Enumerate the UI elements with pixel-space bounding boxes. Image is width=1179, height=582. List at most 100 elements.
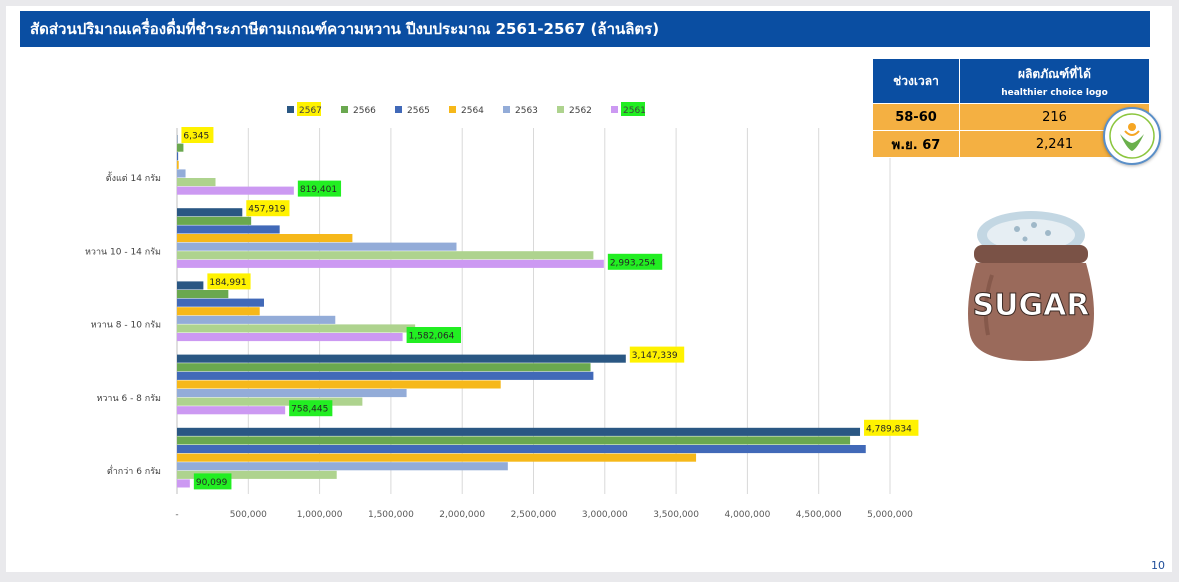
legend-swatch bbox=[287, 106, 294, 113]
legend-swatch bbox=[611, 106, 618, 113]
data-label: 2,993,254 bbox=[610, 258, 656, 268]
header-products-title: ผลิตภัณฑ์ที่ได้ bbox=[1018, 66, 1091, 81]
legend-label: 2563 bbox=[515, 106, 538, 116]
category-label: ต่ำกว่า 6 กรัม bbox=[107, 464, 161, 477]
bar bbox=[177, 186, 294, 195]
sugar-sack-icon: SUGAR bbox=[968, 211, 1094, 361]
bar bbox=[177, 389, 407, 398]
bar bbox=[177, 427, 861, 436]
data-label-highlight bbox=[207, 273, 251, 290]
x-tick-label: 2,000,000 bbox=[439, 510, 485, 520]
data-label-highlight bbox=[607, 253, 663, 270]
legend-swatch bbox=[557, 106, 564, 113]
data-label-highlight bbox=[406, 327, 462, 343]
bar bbox=[177, 225, 280, 234]
bar bbox=[177, 324, 416, 333]
sugar-sack-illustration: SUGAR bbox=[962, 205, 1100, 365]
legend-highlight bbox=[621, 102, 645, 116]
bar bbox=[177, 259, 604, 268]
legend-label: 2567 bbox=[299, 106, 322, 116]
data-label-highlight bbox=[864, 419, 919, 436]
bar bbox=[177, 397, 363, 406]
healthier-choice-logo bbox=[1103, 107, 1161, 165]
data-label-highlight bbox=[181, 127, 214, 143]
legend-label: 2562 bbox=[569, 106, 592, 116]
x-tick-label: 3,000,000 bbox=[582, 510, 628, 520]
category-label: หวาน 6 - 8 กรัม bbox=[96, 394, 161, 404]
x-tick-label: 1,500,000 bbox=[368, 510, 414, 520]
legend-label: 2565 bbox=[407, 106, 430, 116]
x-tick-label: 4,000,000 bbox=[724, 510, 770, 520]
bar bbox=[177, 208, 243, 217]
data-label: 184,991 bbox=[209, 278, 246, 288]
bar bbox=[177, 234, 353, 243]
bar bbox=[177, 160, 179, 169]
bar bbox=[177, 152, 179, 161]
page-title: สัดส่วนปริมาณเครื่องดื่มที่ชำระภาษีตามเก… bbox=[20, 11, 1150, 47]
bar bbox=[177, 479, 190, 488]
data-label: 457,919 bbox=[248, 205, 285, 215]
bar bbox=[177, 333, 403, 342]
x-tick-label: 2,500,000 bbox=[511, 510, 557, 520]
legend-label: 2566 bbox=[353, 106, 376, 116]
legend-label: 2561 bbox=[623, 106, 646, 116]
bar bbox=[177, 354, 626, 363]
data-label-highlight bbox=[193, 473, 232, 490]
data-label-highlight bbox=[297, 180, 342, 197]
legend-swatch bbox=[503, 106, 510, 113]
category-label: ตั้งแต่ 14 กรัม bbox=[106, 171, 161, 184]
sugar-label: SUGAR bbox=[973, 288, 1090, 323]
bar bbox=[177, 371, 594, 380]
data-label-highlight bbox=[289, 400, 333, 417]
header-period: ช่วงเวลา bbox=[872, 58, 960, 104]
data-label: 6,345 bbox=[183, 132, 209, 142]
x-tick-label: 3,500,000 bbox=[653, 510, 699, 520]
page-number: 10 bbox=[1151, 559, 1165, 572]
bar bbox=[177, 307, 260, 316]
bar bbox=[177, 216, 252, 225]
bar bbox=[177, 169, 186, 178]
x-tick-label: 500,000 bbox=[230, 510, 267, 520]
x-tick-label: 5,000,000 bbox=[867, 510, 913, 520]
legend-label: 2564 bbox=[461, 106, 484, 116]
bar bbox=[177, 281, 204, 290]
data-label-highlight bbox=[629, 346, 685, 363]
legend-highlight bbox=[297, 102, 321, 116]
data-label: 90,099 bbox=[196, 478, 228, 488]
bar bbox=[177, 242, 457, 251]
bar bbox=[177, 298, 264, 307]
x-tick-label: 1,000,000 bbox=[297, 510, 343, 520]
category-label: หวาน 10 - 14 กรัม bbox=[85, 247, 161, 257]
x-tick-label: 4,500,000 bbox=[796, 510, 842, 520]
data-label: 819,401 bbox=[300, 185, 337, 195]
data-label-highlight bbox=[246, 200, 290, 217]
period-cell: 58-60 bbox=[872, 103, 960, 131]
data-label: 3,147,339 bbox=[632, 351, 678, 361]
legend-swatch bbox=[449, 106, 456, 113]
bar bbox=[177, 178, 216, 187]
bar bbox=[177, 453, 697, 462]
bar bbox=[177, 315, 336, 324]
bar bbox=[177, 470, 337, 479]
bar bbox=[177, 251, 594, 260]
x-tick-label: - bbox=[175, 510, 178, 520]
header-products-subtitle: healthier choice logo bbox=[1001, 87, 1108, 98]
period-cell: พ.ย. 67 bbox=[872, 130, 960, 158]
data-label: 4,789,834 bbox=[866, 424, 912, 434]
bar bbox=[177, 380, 501, 389]
bar bbox=[177, 363, 591, 372]
bar bbox=[177, 406, 286, 415]
healthier-choice-logo-icon bbox=[1109, 113, 1155, 159]
bar bbox=[177, 290, 229, 299]
bar bbox=[177, 436, 851, 445]
data-label: 758,445 bbox=[291, 405, 328, 415]
data-label: 1,582,064 bbox=[409, 332, 455, 342]
header-products: ผลิตภัณฑ์ที่ได้ healthier choice logo bbox=[959, 58, 1150, 104]
bar bbox=[177, 143, 184, 152]
bar bbox=[177, 462, 508, 471]
legend-swatch bbox=[341, 106, 348, 113]
category-label: หวาน 8 - 10 กรัม bbox=[91, 321, 161, 331]
bar bbox=[177, 445, 866, 454]
legend-swatch bbox=[395, 106, 402, 113]
